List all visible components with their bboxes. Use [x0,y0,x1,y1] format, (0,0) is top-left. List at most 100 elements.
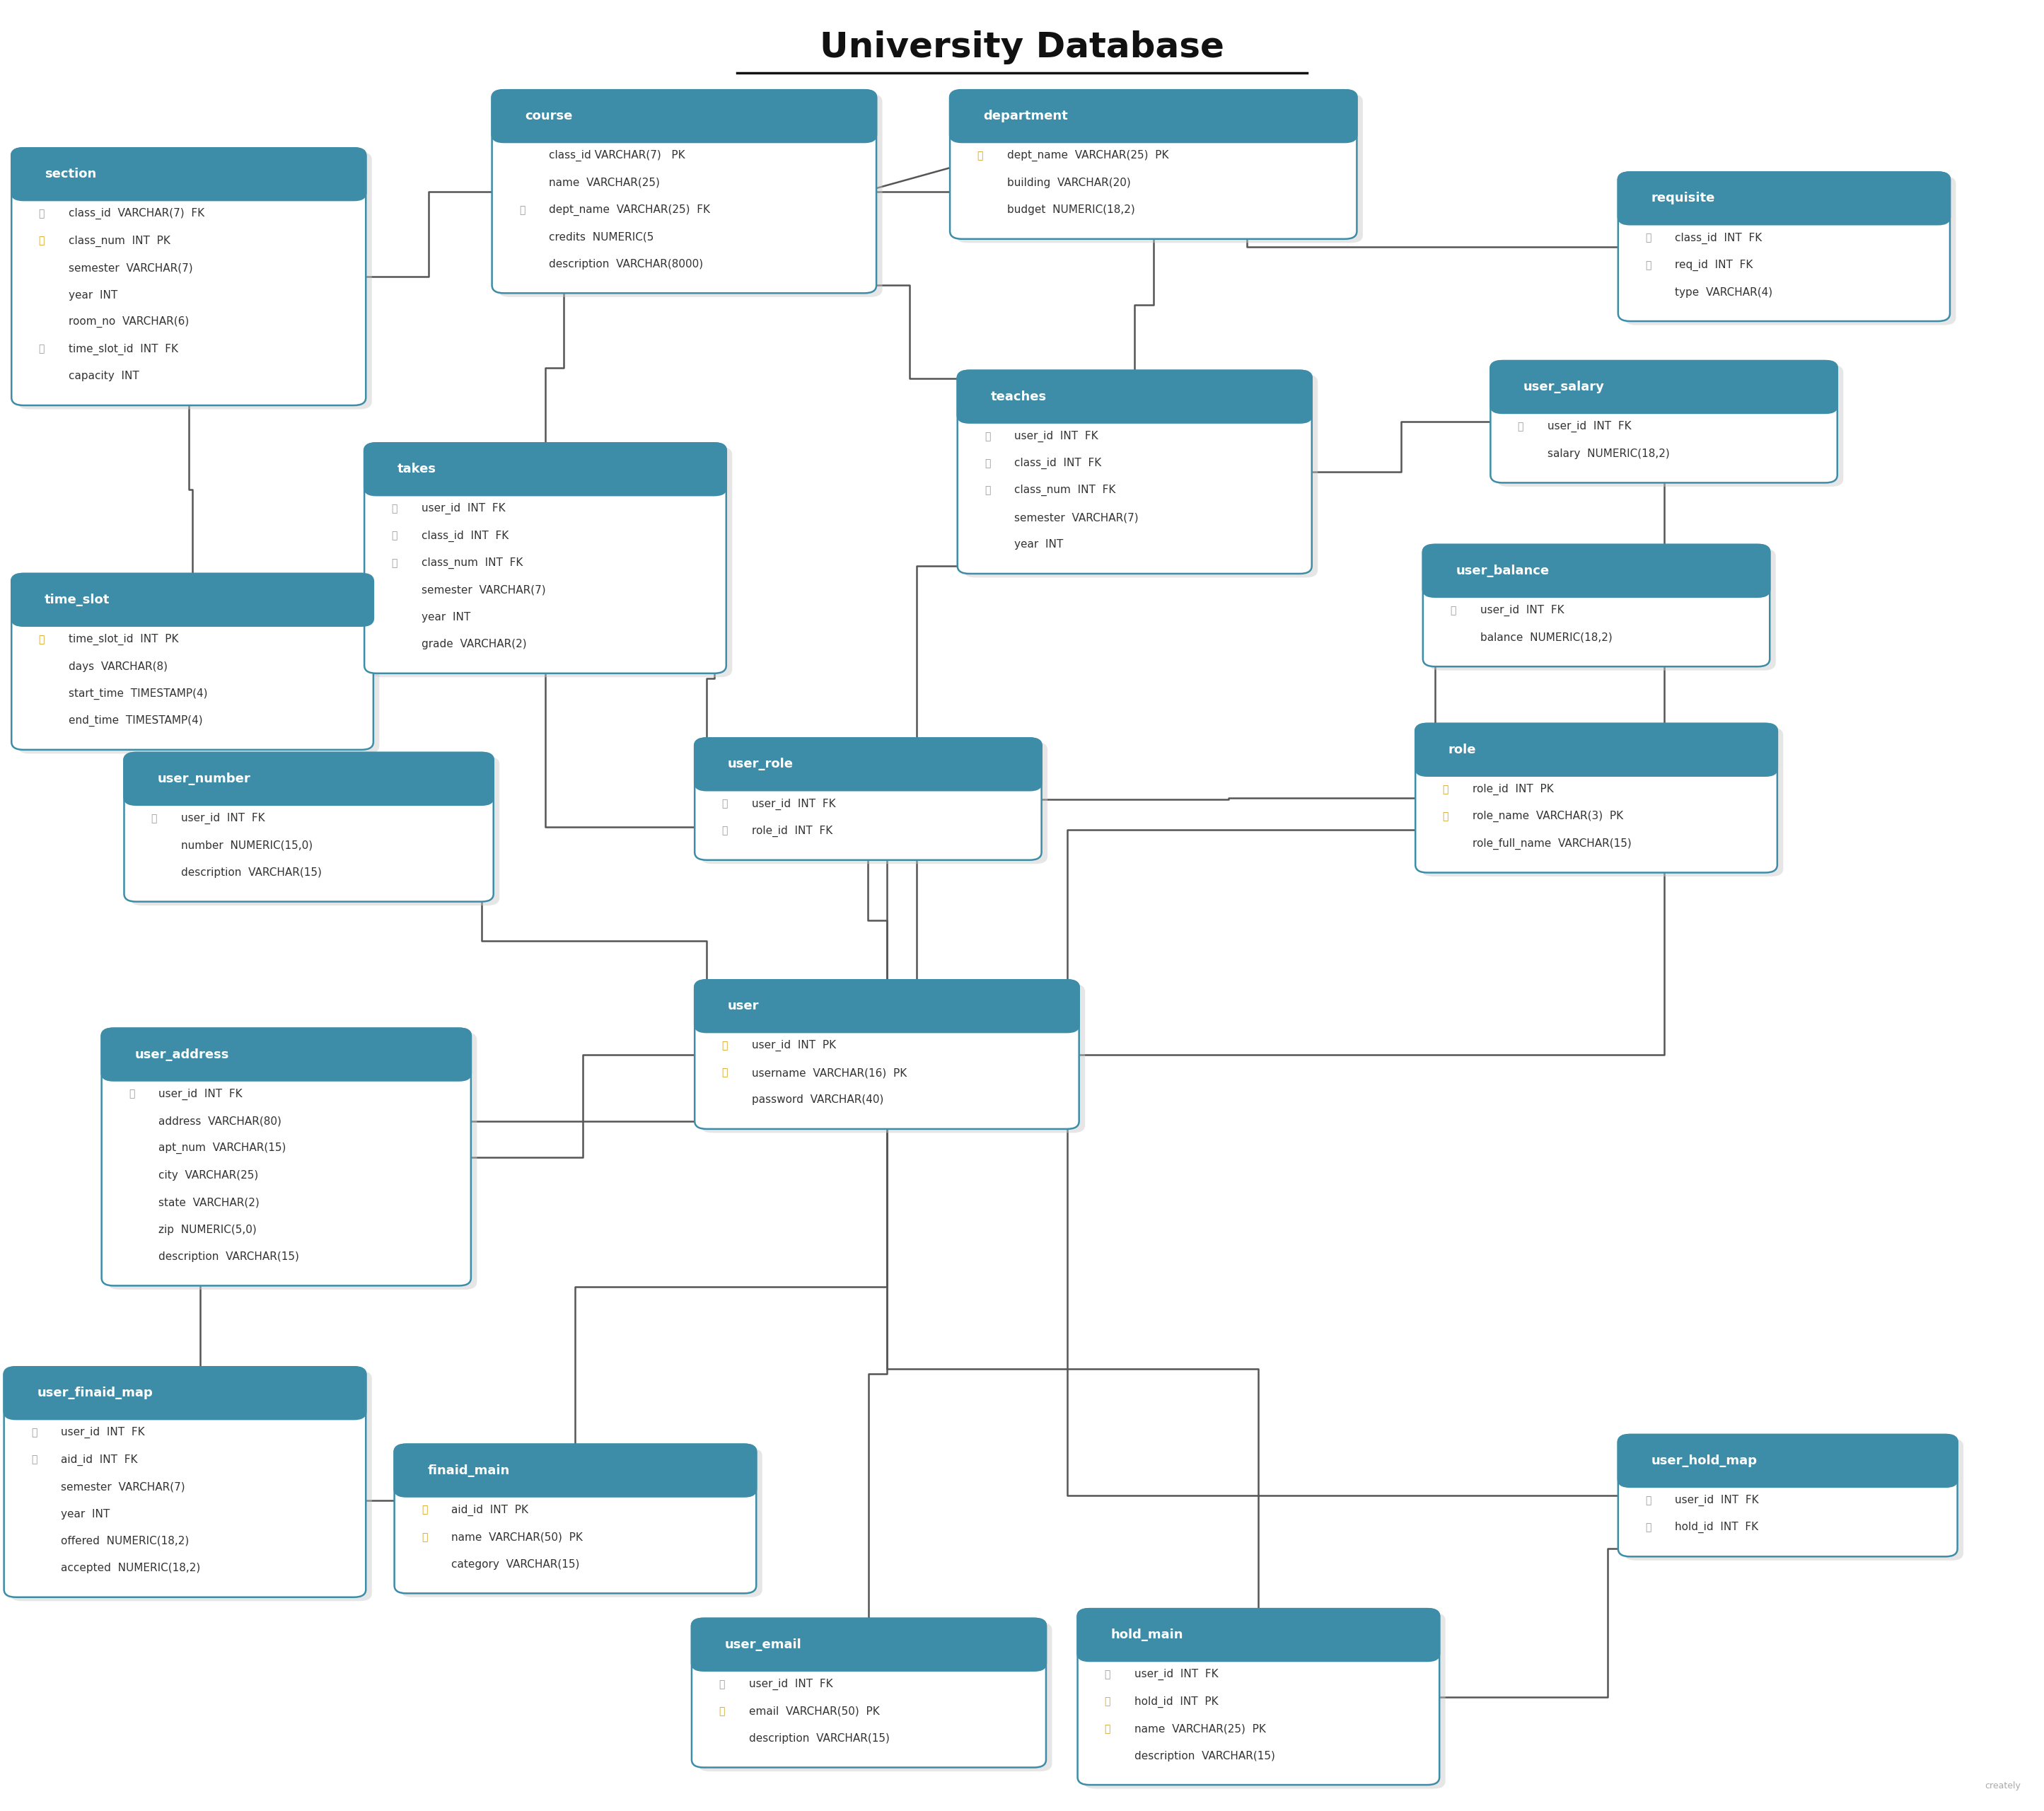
FancyBboxPatch shape [108,1032,476,1289]
FancyBboxPatch shape [957,94,1363,243]
Text: 🔑: 🔑 [985,458,991,469]
Text: user_address: user_address [135,1049,229,1061]
Text: 🔑: 🔑 [519,205,525,216]
Text: name  VARCHAR(50)  PK: name VARCHAR(50) PK [452,1532,583,1543]
Text: room_no  VARCHAR(6): room_no VARCHAR(6) [69,317,188,328]
Text: 🔑: 🔑 [390,531,397,541]
FancyBboxPatch shape [1077,1608,1439,1786]
Bar [22,185,354,192]
Text: 🔑: 🔑 [722,799,728,810]
Text: user_id  INT  FK: user_id INT FK [159,1088,243,1099]
Text: user_hold_map: user_hold_map [1652,1454,1758,1467]
Text: 🔑: 🔑 [151,813,157,824]
Text: email  VARCHAR(50)  PK: email VARCHAR(50) PK [748,1706,879,1717]
Text: year  INT: year INT [69,290,117,301]
FancyBboxPatch shape [1429,549,1776,670]
Bar [703,1655,1034,1662]
Text: 🔑: 🔑 [977,150,983,161]
FancyBboxPatch shape [950,91,1357,143]
Text: section: section [45,168,96,181]
Bar [1631,1471,1946,1480]
Bar [963,127,1345,134]
Text: user_id  INT  FK: user_id INT FK [61,1427,145,1438]
Text: apt_num  VARCHAR(15): apt_num VARCHAR(15) [159,1143,286,1154]
Text: 🔑: 🔑 [129,1088,135,1099]
Bar [1427,761,1766,768]
FancyBboxPatch shape [701,983,1085,1134]
FancyBboxPatch shape [695,739,1042,860]
Text: user_number: user_number [157,773,249,786]
Text: start_time  TIMESTAMP(4): start_time TIMESTAMP(4) [69,688,208,699]
FancyBboxPatch shape [1421,728,1782,877]
Text: description  VARCHAR(15): description VARCHAR(15) [159,1251,298,1262]
Text: 🔑: 🔑 [39,235,45,246]
Text: time_slot_id  INT  FK: time_slot_id INT FK [69,344,178,355]
Text: name  VARCHAR(25)  PK: name VARCHAR(25) PK [1134,1724,1265,1735]
Text: class_num  INT  PK: class_num INT PK [69,235,170,246]
Text: dept_name  VARCHAR(25)  FK: dept_name VARCHAR(25) FK [550,205,709,216]
FancyBboxPatch shape [957,371,1312,574]
Text: 🔑: 🔑 [1645,1523,1652,1532]
FancyBboxPatch shape [1625,176,1956,324]
Text: 🔑: 🔑 [1443,811,1449,822]
Text: 🔑: 🔑 [1104,1670,1110,1679]
FancyBboxPatch shape [493,91,877,293]
Text: 🔑: 🔑 [1517,422,1523,431]
FancyBboxPatch shape [102,1029,470,1081]
Text: 🔑: 🔑 [39,208,45,219]
Bar [114,1065,460,1072]
Bar [1435,581,1758,589]
Bar [1631,208,1938,217]
Text: 🔑: 🔑 [722,1068,728,1078]
FancyBboxPatch shape [695,980,1079,1128]
Text: number  NUMERIC(15,0): number NUMERIC(15,0) [182,840,313,851]
Text: role_name  VARCHAR(3)  PK: role_name VARCHAR(3) PK [1472,811,1623,822]
FancyBboxPatch shape [1490,360,1838,484]
Text: days  VARCHAR(8): days VARCHAR(8) [69,661,168,672]
Bar [969,407,1300,415]
Text: username  VARCHAR(16)  PK: username VARCHAR(16) PK [752,1067,908,1078]
Bar [407,1481,744,1489]
Text: semester  VARCHAR(7): semester VARCHAR(7) [1014,513,1139,523]
FancyBboxPatch shape [493,91,877,143]
Text: 🔑: 🔑 [31,1427,37,1438]
FancyBboxPatch shape [12,149,366,406]
Text: password  VARCHAR(40): password VARCHAR(40) [752,1094,883,1105]
FancyBboxPatch shape [695,739,1042,790]
Text: class_id  INT  FK: class_id INT FK [1676,232,1762,244]
Text: user_salary: user_salary [1523,380,1605,393]
FancyBboxPatch shape [697,1623,1053,1771]
Text: city  VARCHAR(25): city VARCHAR(25) [159,1170,258,1181]
FancyBboxPatch shape [18,152,372,409]
Text: user_email: user_email [726,1639,801,1652]
Text: name  VARCHAR(25): name VARCHAR(25) [550,177,660,188]
Bar [707,1016,1067,1025]
Text: type  VARCHAR(4): type VARCHAR(4) [1676,286,1772,297]
Text: requisite: requisite [1652,192,1715,205]
Text: user_id  INT  FK: user_id INT FK [1014,431,1098,442]
FancyBboxPatch shape [394,1445,756,1594]
Text: 🔑: 🔑 [719,1679,726,1690]
FancyBboxPatch shape [1423,545,1770,598]
Text: 🔑: 🔑 [390,558,397,569]
Text: 🔑: 🔑 [1104,1697,1110,1706]
Text: hold_id  INT  PK: hold_id INT PK [1134,1695,1218,1708]
FancyBboxPatch shape [364,444,726,496]
Text: 🔑: 🔑 [31,1454,37,1465]
Text: offered  NUMERIC(18,2): offered NUMERIC(18,2) [61,1536,190,1547]
Text: grade  VARCHAR(2): grade VARCHAR(2) [421,639,527,650]
Text: 🔑: 🔑 [421,1505,427,1516]
Text: aid_id  INT  PK: aid_id INT PK [452,1505,529,1516]
FancyBboxPatch shape [691,1619,1047,1672]
Text: time_slot_id  INT  PK: time_slot_id INT PK [69,634,178,645]
Text: description  VARCHAR(15): description VARCHAR(15) [1134,1751,1275,1760]
Text: salary  NUMERIC(18,2): salary NUMERIC(18,2) [1547,449,1670,458]
Text: 🔑: 🔑 [719,1706,726,1717]
Text: 🔑: 🔑 [421,1532,427,1543]
Text: address  VARCHAR(80): address VARCHAR(80) [159,1116,282,1126]
Text: semester  VARCHAR(7): semester VARCHAR(7) [69,263,192,273]
FancyBboxPatch shape [1414,724,1776,873]
Text: class_num  INT  FK: class_num INT FK [1014,485,1116,496]
Bar [22,610,362,618]
FancyBboxPatch shape [957,371,1312,422]
